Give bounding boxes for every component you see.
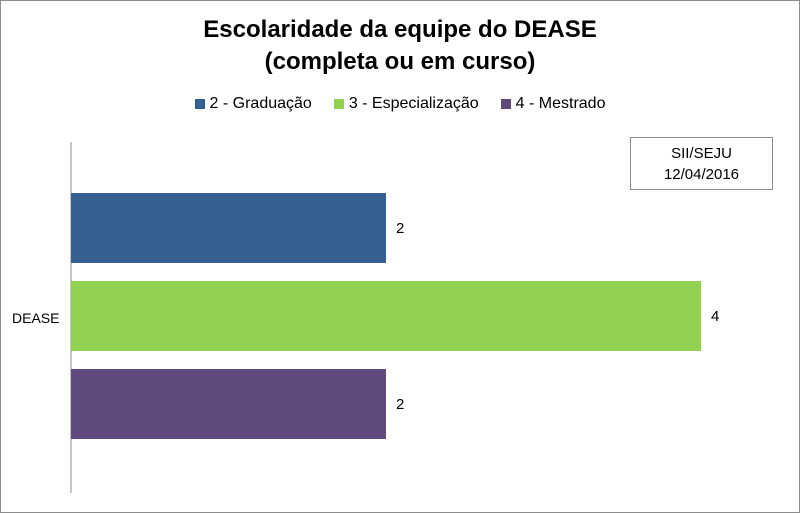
legend-item-especializacao: 3 - Especialização <box>333 95 479 113</box>
legend-label-mestrado: 4 - Mestrado <box>515 95 606 112</box>
chart-title-line-1: Escolaridade da equipe do DEASE <box>203 16 597 43</box>
source-date-note: SII/SEJU 12/04/2016 <box>630 137 773 190</box>
legend-item-graduacao: 2 - Graduação <box>194 95 312 113</box>
data-label-2: 4 <box>711 308 719 325</box>
legend-item-mestrado: 4 - Mestrado <box>500 95 606 113</box>
note-date: 12/04/2016 <box>663 166 740 183</box>
bar-1 <box>71 193 386 263</box>
data-label-1: 2 <box>396 220 404 237</box>
category-label: DEASE <box>12 310 59 326</box>
data-label-3: 2 <box>396 396 404 413</box>
bar-2 <box>71 281 701 351</box>
note-source: SII/SEJU <box>671 145 732 162</box>
chart-title: Escolaridade da equipe do DEASE (complet… <box>0 14 800 78</box>
legend-label-especializacao: 3 - Especialização <box>348 95 479 112</box>
legend: 2 - Graduação 3 - Especialização 4 - Mes… <box>0 95 800 113</box>
chart-title-line-2: (completa ou em curso) <box>264 48 536 75</box>
legend-swatch-especializacao <box>333 99 344 109</box>
legend-swatch-graduacao <box>194 99 205 109</box>
legend-swatch-mestrado <box>500 99 511 109</box>
bar-3 <box>71 369 386 439</box>
legend-label-graduacao: 2 - Graduação <box>209 95 312 112</box>
